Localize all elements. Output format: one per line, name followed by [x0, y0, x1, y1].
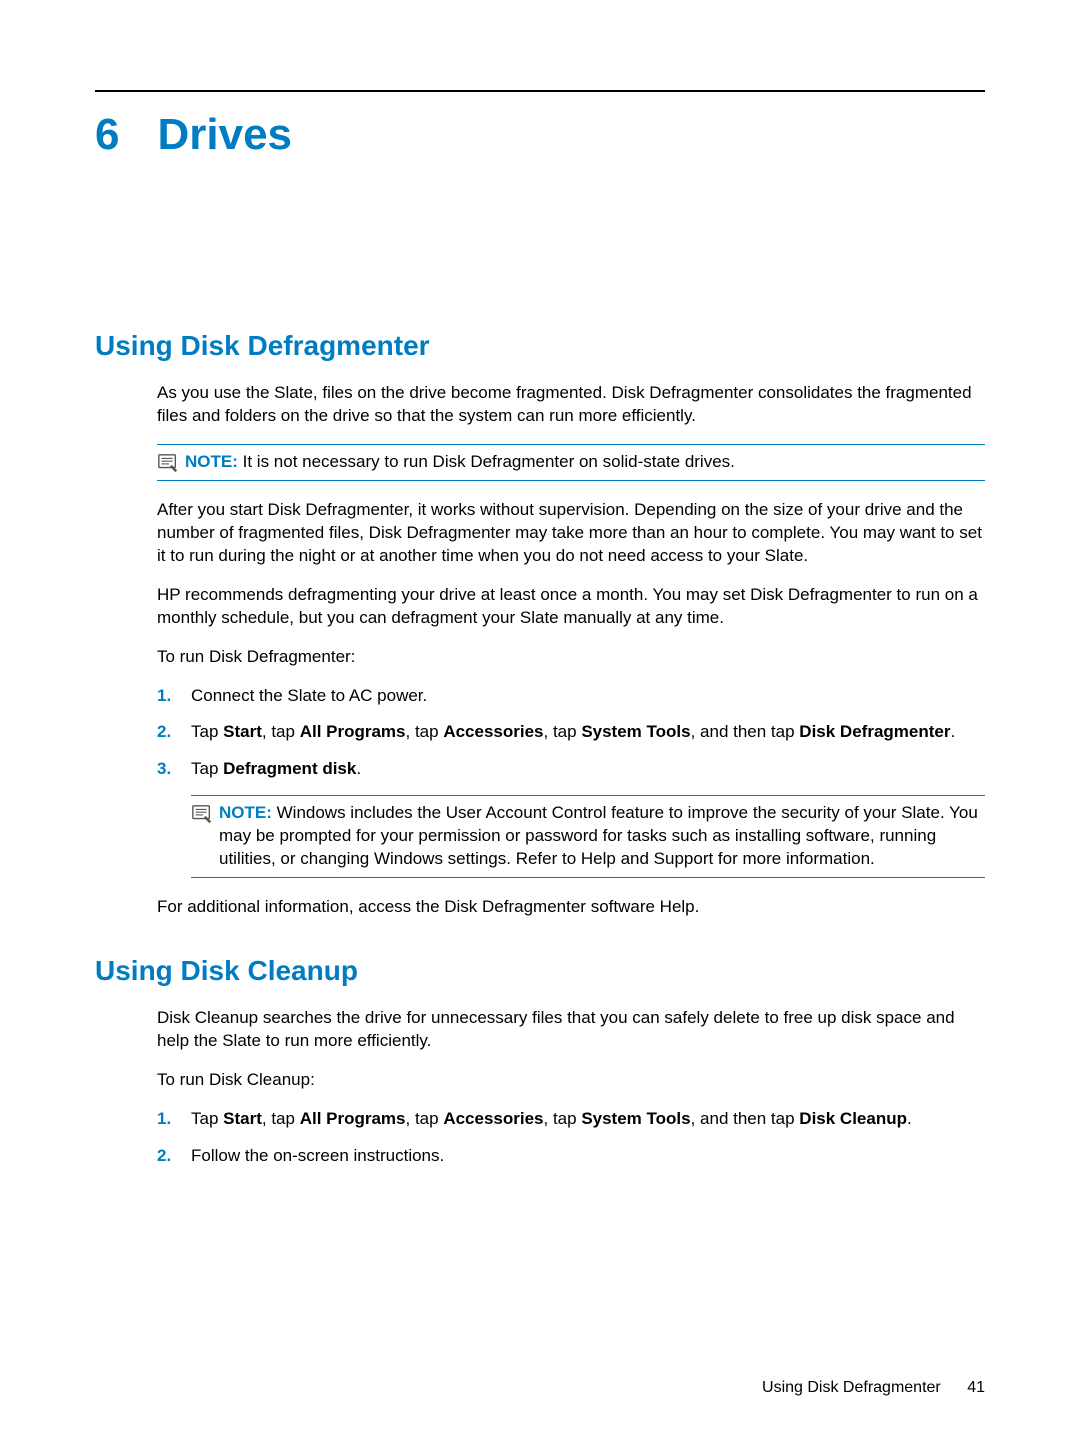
- note-text: NOTE: It is not necessary to run Disk De…: [185, 451, 735, 474]
- note-icon: [191, 803, 213, 825]
- ordered-steps: Connect the Slate to AC power. Tap Start…: [157, 685, 985, 782]
- page-number: 41: [967, 1379, 985, 1396]
- step-item: Follow the on-screen instructions.: [157, 1145, 985, 1168]
- note-label: NOTE:: [219, 803, 272, 822]
- step-item: Connect the Slate to AC power.: [157, 685, 985, 708]
- step-item: Tap Defragment disk.: [157, 758, 985, 781]
- section-cleanup: Using Disk Cleanup Disk Cleanup searches…: [95, 955, 985, 1168]
- note-box: NOTE: It is not necessary to run Disk De…: [157, 444, 985, 481]
- note-icon: [157, 452, 179, 474]
- section-heading: Using Disk Defragmenter: [95, 330, 985, 362]
- note-label: NOTE:: [185, 452, 238, 471]
- note-body: It is not necessary to run Disk Defragme…: [243, 452, 735, 471]
- chapter-title: Drives: [157, 110, 292, 160]
- ordered-steps: Tap Start, tap All Programs, tap Accesso…: [157, 1108, 985, 1168]
- paragraph: After you start Disk Defragmenter, it wo…: [157, 499, 985, 568]
- page-footer: Using Disk Defragmenter 41: [762, 1379, 985, 1397]
- paragraph: To run Disk Cleanup:: [157, 1069, 985, 1092]
- footer-label: Using Disk Defragmenter: [762, 1379, 941, 1396]
- section-defragmenter: Using Disk Defragmenter As you use the S…: [95, 330, 985, 919]
- chapter-number: 6: [95, 110, 119, 160]
- paragraph: For additional information, access the D…: [157, 896, 985, 919]
- step-item: Tap Start, tap All Programs, tap Accesso…: [157, 721, 985, 744]
- paragraph: Disk Cleanup searches the drive for unne…: [157, 1007, 985, 1053]
- note-text: NOTE: Windows includes the User Account …: [219, 802, 985, 871]
- top-rule: [95, 90, 985, 92]
- paragraph: To run Disk Defragmenter:: [157, 646, 985, 669]
- paragraph: HP recommends defragmenting your drive a…: [157, 584, 985, 630]
- section-heading: Using Disk Cleanup: [95, 955, 985, 987]
- paragraph: As you use the Slate, files on the drive…: [157, 382, 985, 428]
- note-body: Windows includes the User Account Contro…: [219, 803, 978, 868]
- chapter-heading: 6 Drives: [95, 110, 985, 160]
- note-box: NOTE: Windows includes the User Account …: [191, 795, 985, 878]
- document-page: 6 Drives Using Disk Defragmenter As you …: [0, 0, 1080, 1168]
- step-item: Tap Start, tap All Programs, tap Accesso…: [157, 1108, 985, 1131]
